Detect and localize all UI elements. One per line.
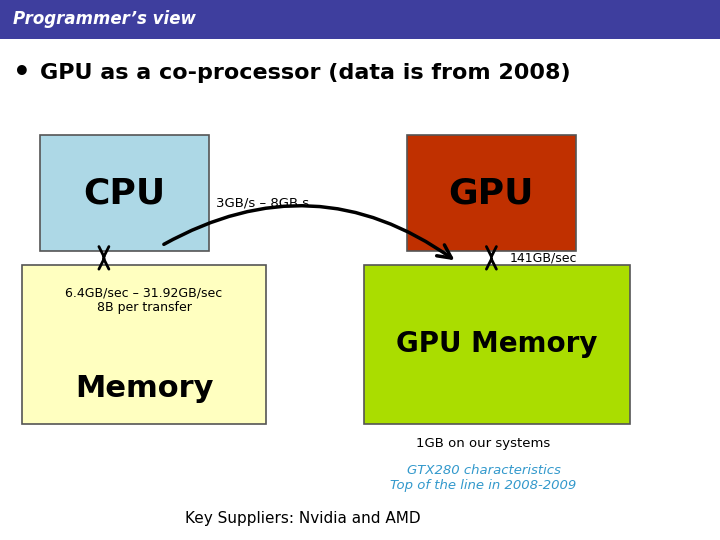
Text: 3GB/s – 8GB.s: 3GB/s – 8GB.s (216, 196, 310, 209)
Text: GPU as a co-processor (data is from 2008): GPU as a co-processor (data is from 2008… (40, 63, 570, 83)
Text: Memory: Memory (75, 374, 213, 403)
Text: Key Suppliers: Nvidia and AMD: Key Suppliers: Nvidia and AMD (184, 511, 420, 526)
FancyBboxPatch shape (22, 265, 266, 424)
Bar (0, 0, 720, 39)
FancyBboxPatch shape (364, 265, 630, 424)
Text: •: • (13, 59, 31, 87)
Text: GTX280 characteristics
Top of the line in 2008-2009: GTX280 characteristics Top of the line i… (390, 464, 577, 492)
Text: 141GB/sec: 141GB/sec (509, 251, 577, 265)
Text: GPU Memory: GPU Memory (396, 330, 598, 358)
Text: Programmer’s view: Programmer’s view (13, 10, 196, 29)
FancyBboxPatch shape (40, 135, 209, 251)
FancyBboxPatch shape (407, 135, 576, 251)
Text: CPU: CPU (83, 176, 166, 210)
Text: 6.4GB/sec – 31.92GB/sec
8B per transfer: 6.4GB/sec – 31.92GB/sec 8B per transfer (66, 286, 222, 314)
Text: 1GB on our systems: 1GB on our systems (416, 437, 551, 450)
Text: GPU: GPU (449, 176, 534, 210)
